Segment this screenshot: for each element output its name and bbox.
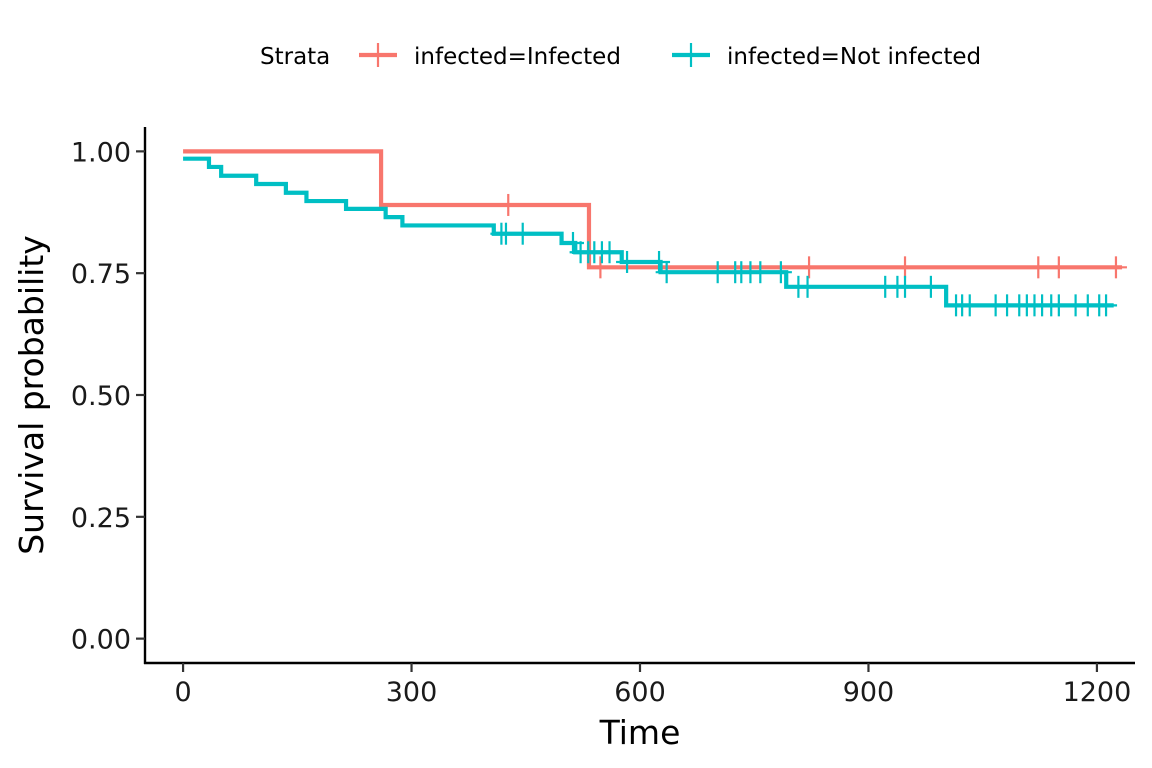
x-tick-label: 300 xyxy=(386,677,438,708)
survival-curve xyxy=(183,149,1123,270)
series-2 xyxy=(183,156,1118,317)
y-axis-title: Survival probability xyxy=(12,235,51,555)
plot-curves xyxy=(183,149,1127,317)
y-tick-label: 0.50 xyxy=(71,381,131,412)
survival-curve xyxy=(183,156,1114,308)
y-tick-label: 0.00 xyxy=(71,625,131,656)
legend-item: infected=Infected xyxy=(359,43,621,70)
axes: 0.00 0.25 0.50 0.75 1.00 0 300 600 900 1200 xyxy=(71,127,1135,708)
x-tick-label: 600 xyxy=(614,677,666,708)
legend-title: Strata xyxy=(260,44,330,70)
y-tick-label: 0.25 xyxy=(71,503,131,534)
x-axis-title: Time xyxy=(599,713,681,752)
x-tick-label: 900 xyxy=(843,677,895,708)
x-tick-label: 0 xyxy=(174,677,191,708)
legend-label: infected=Not infected xyxy=(727,44,981,70)
legend-item: infected=Not infected xyxy=(672,43,981,70)
y-tick-label: 1.00 xyxy=(71,137,131,168)
legend: Strata infected=Infected infected=Not inf… xyxy=(260,43,981,70)
y-tick-label: 0.75 xyxy=(71,259,131,290)
series-1 xyxy=(183,149,1127,279)
x-tick-label: 1200 xyxy=(1063,677,1132,708)
legend-label: infected=Infected xyxy=(414,44,621,70)
